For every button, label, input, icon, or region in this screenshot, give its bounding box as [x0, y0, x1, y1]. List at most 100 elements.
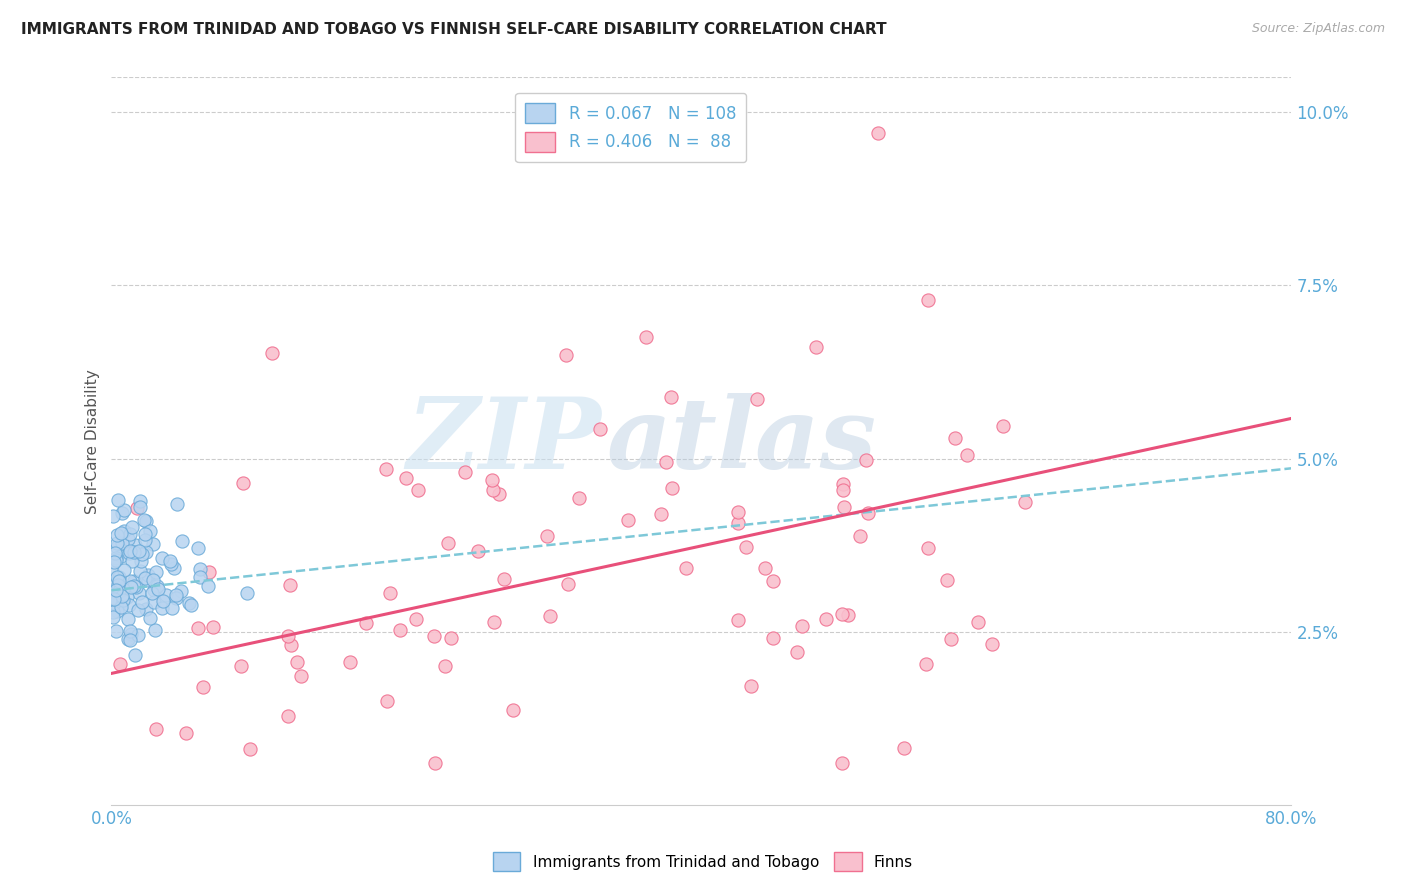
- Point: [740, 680, 762, 694]
- Point: [104, 552, 127, 566]
- Point: [128, 494, 150, 508]
- Point: [101, 566, 124, 580]
- Point: [790, 619, 813, 633]
- Point: [339, 655, 361, 669]
- Point: [659, 390, 682, 404]
- Point: [786, 644, 808, 658]
- Point: [115, 590, 138, 604]
- Point: [858, 506, 880, 520]
- Point: [502, 703, 524, 717]
- Point: [956, 448, 979, 462]
- Point: [103, 591, 125, 606]
- Point: [111, 582, 134, 597]
- Point: [107, 541, 129, 555]
- Point: [655, 455, 678, 469]
- Point: [536, 529, 558, 543]
- Point: [935, 573, 957, 587]
- Point: [917, 293, 939, 307]
- Point: [112, 503, 135, 517]
- Point: [280, 638, 302, 652]
- Point: [160, 557, 183, 571]
- Point: [425, 756, 447, 771]
- Point: [481, 473, 503, 487]
- Point: [375, 462, 398, 476]
- Point: [107, 584, 129, 599]
- Point: [105, 624, 128, 639]
- Point: [141, 585, 163, 599]
- Point: [145, 624, 167, 638]
- Point: [139, 524, 162, 538]
- Point: [277, 709, 299, 723]
- Point: [389, 623, 412, 637]
- Point: [146, 582, 169, 596]
- Point: [617, 513, 640, 527]
- Point: [104, 546, 127, 560]
- Point: [145, 723, 167, 737]
- Point: [966, 615, 988, 629]
- Y-axis label: Self-Care Disability: Self-Care Disability: [86, 369, 100, 514]
- Point: [943, 431, 966, 445]
- Point: [136, 568, 159, 582]
- Point: [160, 601, 183, 615]
- Point: [277, 629, 299, 643]
- Point: [103, 555, 125, 569]
- Point: [124, 538, 146, 552]
- Point: [177, 596, 200, 610]
- Point: [105, 550, 128, 565]
- Point: [915, 657, 938, 672]
- Point: [405, 612, 427, 626]
- Point: [124, 648, 146, 662]
- Point: [121, 554, 143, 568]
- Point: [555, 348, 578, 362]
- Point: [454, 465, 477, 479]
- Point: [104, 583, 127, 598]
- Point: [832, 500, 855, 514]
- Point: [122, 579, 145, 593]
- Point: [804, 340, 827, 354]
- Point: [143, 595, 166, 609]
- Point: [120, 626, 142, 640]
- Point: [105, 528, 128, 542]
- Point: [494, 572, 516, 586]
- Point: [101, 576, 124, 591]
- Point: [150, 551, 173, 566]
- Point: [143, 583, 166, 598]
- Point: [131, 547, 153, 561]
- Point: [122, 544, 145, 558]
- Point: [754, 561, 776, 575]
- Point: [110, 507, 132, 521]
- Point: [105, 604, 128, 618]
- Point: [440, 631, 463, 645]
- Point: [125, 580, 148, 594]
- Point: [197, 579, 219, 593]
- Point: [285, 655, 308, 669]
- Point: [107, 578, 129, 592]
- Point: [134, 526, 156, 541]
- Point: [150, 601, 173, 615]
- Point: [110, 525, 132, 540]
- Point: [356, 615, 378, 630]
- Point: [110, 599, 132, 614]
- Point: [142, 537, 165, 551]
- Point: [103, 596, 125, 610]
- Text: ZIP: ZIP: [406, 393, 602, 490]
- Point: [893, 741, 915, 756]
- Point: [868, 126, 890, 140]
- Point: [260, 346, 283, 360]
- Point: [939, 632, 962, 647]
- Point: [735, 540, 758, 554]
- Point: [538, 608, 561, 623]
- Point: [152, 594, 174, 608]
- Point: [118, 543, 141, 558]
- Point: [202, 620, 225, 634]
- Point: [488, 487, 510, 501]
- Point: [162, 561, 184, 575]
- Point: [837, 607, 859, 622]
- Point: [118, 598, 141, 612]
- Point: [135, 545, 157, 559]
- Point: [135, 601, 157, 615]
- Point: [105, 570, 128, 584]
- Point: [118, 624, 141, 638]
- Point: [134, 513, 156, 527]
- Point: [650, 507, 672, 521]
